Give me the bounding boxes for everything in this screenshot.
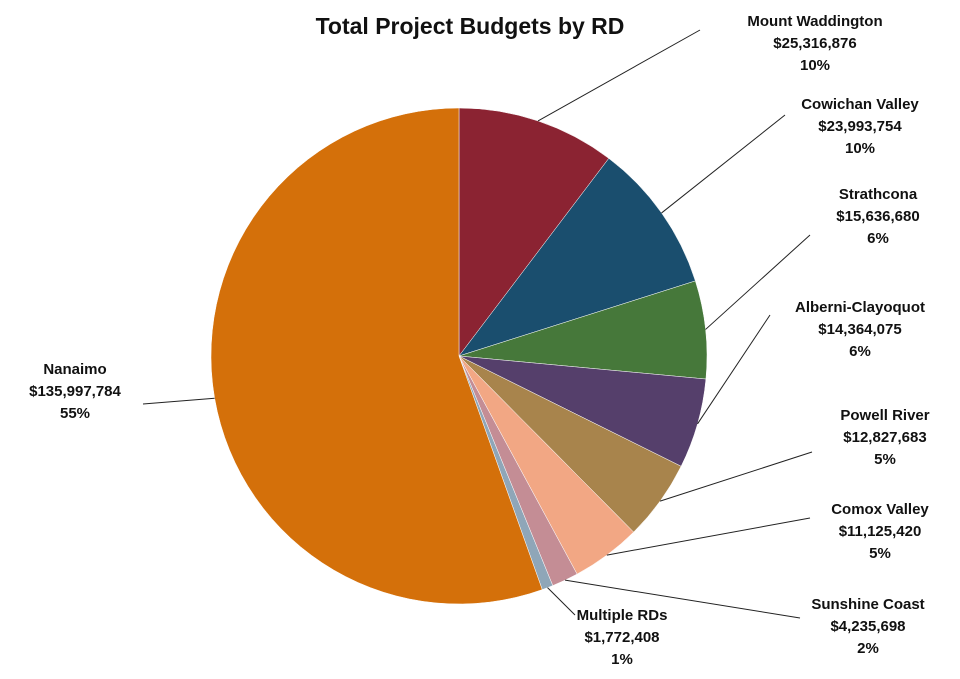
percent-label: 2% <box>857 640 879 657</box>
value-label: $15,636,680 <box>836 208 919 225</box>
percent-label: 6% <box>849 343 871 360</box>
percent-label: 6% <box>867 230 889 247</box>
slice-label: Sunshine Coast <box>811 596 924 613</box>
percent-label: 5% <box>869 545 891 562</box>
leader-line <box>547 587 576 616</box>
value-label: $4,235,698 <box>830 618 905 635</box>
leader-line <box>537 29 701 122</box>
leader-line <box>606 517 811 556</box>
percent-label: 55% <box>60 405 90 422</box>
slice-label: Nanaimo <box>43 361 106 378</box>
slice-label: Cowichan Valley <box>801 96 919 113</box>
percent-label: 10% <box>845 140 875 157</box>
percent-label: 5% <box>874 451 896 468</box>
value-label: $25,316,876 <box>773 35 856 52</box>
percent-label: 10% <box>800 57 830 74</box>
value-label: $11,125,420 <box>839 523 922 540</box>
slice-label: Mount Waddington <box>747 13 882 30</box>
leader-line <box>564 579 801 619</box>
slice-label: Strathcona <box>839 186 918 203</box>
slice-label: Alberni-Clayoquot <box>795 299 925 316</box>
slice-label: Comox Valley <box>831 501 929 518</box>
percent-label: 1% <box>611 651 633 668</box>
slice-label: Powell River <box>840 407 929 424</box>
pie-slice <box>458 107 610 357</box>
leader-line <box>659 451 813 502</box>
leader-line <box>697 314 771 425</box>
leader-line <box>705 234 811 330</box>
leader-line <box>661 114 786 214</box>
value-label: $12,827,683 <box>843 429 926 446</box>
value-label: $1,772,408 <box>584 629 659 646</box>
value-label: $14,364,075 <box>818 321 901 338</box>
value-label: $135,997,784 <box>29 383 121 400</box>
leader-line <box>142 397 215 405</box>
value-label: $23,993,754 <box>818 118 902 135</box>
chart-title: Total Project Budgets by RD <box>316 13 625 39</box>
slice-label: Multiple RDs <box>577 607 668 624</box>
